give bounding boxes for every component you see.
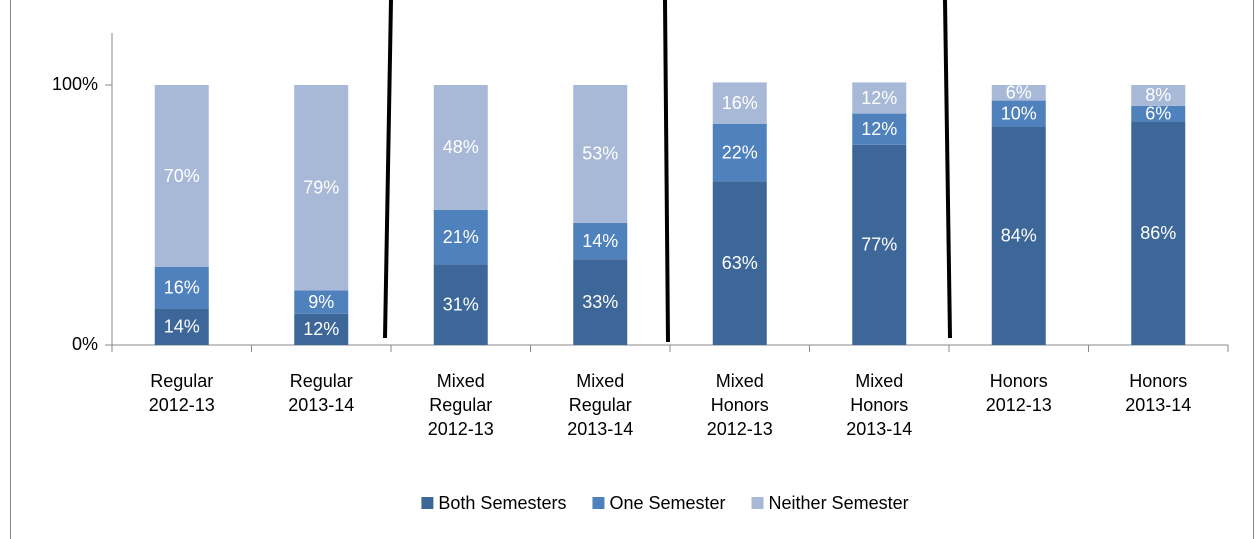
legend-swatch [592, 497, 605, 509]
bar-segment [1131, 121, 1186, 346]
x-tick-label: Mixed [855, 371, 903, 391]
bar-segment [991, 100, 1046, 127]
data-label: 63% [722, 253, 758, 273]
bar-segment [154, 267, 209, 309]
data-label: 16% [164, 278, 200, 298]
data-label: 14% [164, 317, 200, 337]
data-label: 16% [722, 93, 758, 113]
bar-segment [433, 264, 488, 345]
y-tick-label: 0% [72, 334, 98, 354]
bar-segment [852, 82, 907, 114]
data-label: 6% [1145, 103, 1171, 123]
legend-label: One Semester [609, 493, 725, 513]
bar-segment [852, 113, 907, 145]
x-tick-label: Honors [990, 371, 1048, 391]
x-tick-label: Honors [850, 395, 908, 415]
separator [663, 0, 670, 343]
legend-label: Neither Semester [769, 493, 909, 513]
x-tick-label: 2012-13 [149, 395, 215, 415]
x-tick-label: 2013-14 [1125, 395, 1191, 415]
data-label: 48% [443, 137, 479, 157]
bar-segment [433, 209, 488, 265]
x-tick-label: 2013-14 [846, 419, 912, 439]
data-label: 9% [308, 292, 334, 312]
bar-segment [852, 144, 907, 345]
x-tick-label: Honors [1129, 371, 1187, 391]
legend-swatch [751, 497, 764, 509]
data-label: 8% [1145, 85, 1171, 105]
x-tick-label: Honors [711, 395, 769, 415]
x-tick-label: Mixed [437, 371, 485, 391]
bar-segment [154, 85, 209, 267]
data-label: 70% [164, 166, 200, 186]
x-tick-label: Regular [150, 371, 213, 391]
x-tick-label: 2013-14 [567, 419, 633, 439]
bar-segment [154, 308, 209, 345]
bar-segment [433, 85, 488, 210]
bar-segment [573, 259, 628, 345]
data-label: 14% [582, 231, 618, 251]
x-tick-label: Mixed [716, 371, 764, 391]
data-label: 12% [861, 88, 897, 108]
data-label: 33% [582, 292, 618, 312]
x-tick-label: 2012-13 [428, 419, 494, 439]
legend-label: Both Semesters [438, 493, 566, 513]
data-label: 12% [303, 319, 339, 339]
bar-segment [712, 181, 767, 345]
x-tick-label: Mixed [576, 371, 624, 391]
data-label: 12% [861, 119, 897, 139]
bar-segment [294, 85, 349, 291]
legend-swatch [421, 497, 434, 509]
bar-segment [712, 124, 767, 182]
data-label: 21% [443, 227, 479, 247]
data-label: 77% [861, 235, 897, 255]
data-label: 79% [303, 177, 339, 197]
bar-segment [1131, 105, 1186, 122]
x-tick-label: Regular [290, 371, 353, 391]
bar-segment [1131, 85, 1186, 106]
data-label: 86% [1140, 223, 1176, 243]
data-label: 53% [582, 144, 618, 164]
chart-frame [10, 0, 1254, 539]
data-label: 6% [1006, 83, 1032, 103]
y-tick-label: 100% [52, 74, 98, 94]
data-label: 22% [722, 142, 758, 162]
data-label: 10% [1001, 103, 1037, 123]
separator [943, 0, 952, 339]
x-tick-label: 2012-13 [986, 395, 1052, 415]
separator [383, 0, 393, 339]
x-tick-label: Regular [569, 395, 632, 415]
bar-segment [294, 313, 349, 345]
bar-segment [991, 85, 1046, 101]
bar-segment [573, 85, 628, 223]
bar-segment [991, 126, 1046, 345]
bar-segment [573, 222, 628, 260]
data-label: 84% [1001, 226, 1037, 246]
x-tick-label: 2012-13 [707, 419, 773, 439]
bar-segment [294, 290, 349, 314]
x-tick-label: 2013-14 [288, 395, 354, 415]
x-tick-label: Regular [429, 395, 492, 415]
bar-segment [712, 82, 767, 124]
data-label: 31% [443, 294, 479, 314]
